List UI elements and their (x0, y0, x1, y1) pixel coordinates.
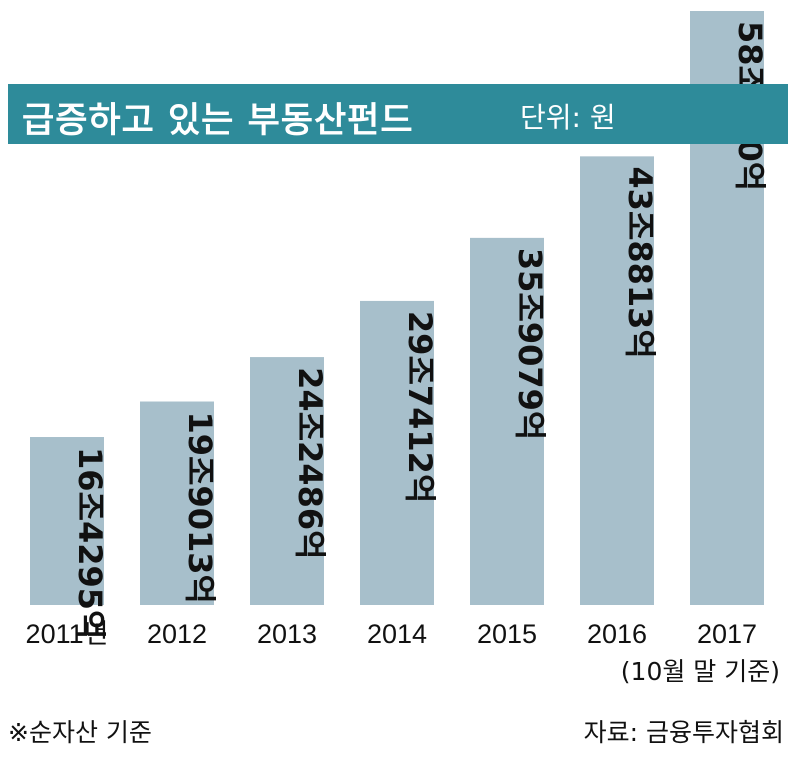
chart-title: 급증하고 있는 부동산펀드 (22, 101, 414, 141)
category-label-4: 2015 (477, 619, 537, 649)
category-note-6: (10월 말 기준) (621, 657, 780, 686)
bar-2 (250, 357, 324, 605)
bar-0 (30, 437, 104, 605)
data-label-5: 43조8813억 (621, 166, 659, 358)
category-label-2: 2013 (257, 619, 317, 649)
category-label-6: 2017 (697, 619, 757, 649)
category-label-1: 2012 (147, 619, 207, 649)
category-label-3: 2014 (367, 619, 427, 649)
title-bar (8, 84, 788, 144)
bar-5 (580, 156, 654, 606)
data-label-2: 24조2486억 (291, 367, 329, 559)
data-label-0: 16조4295억 (71, 447, 109, 639)
data-label-1: 19조9013억 (181, 412, 219, 604)
category-label-5: 2016 (587, 619, 647, 649)
data-label-3: 29조7412억 (401, 311, 439, 503)
unit-label: 단위: 원 (520, 101, 616, 134)
bar-3 (360, 300, 434, 605)
bar-4 (470, 237, 544, 606)
bar-1 (140, 401, 214, 605)
category-label-0: 2011년 (26, 619, 109, 649)
footnote: ※순자산 기준 (8, 718, 152, 747)
source-credit: 자료: 금융투자협회 (583, 718, 784, 747)
data-label-4: 35조9079억 (511, 248, 549, 440)
